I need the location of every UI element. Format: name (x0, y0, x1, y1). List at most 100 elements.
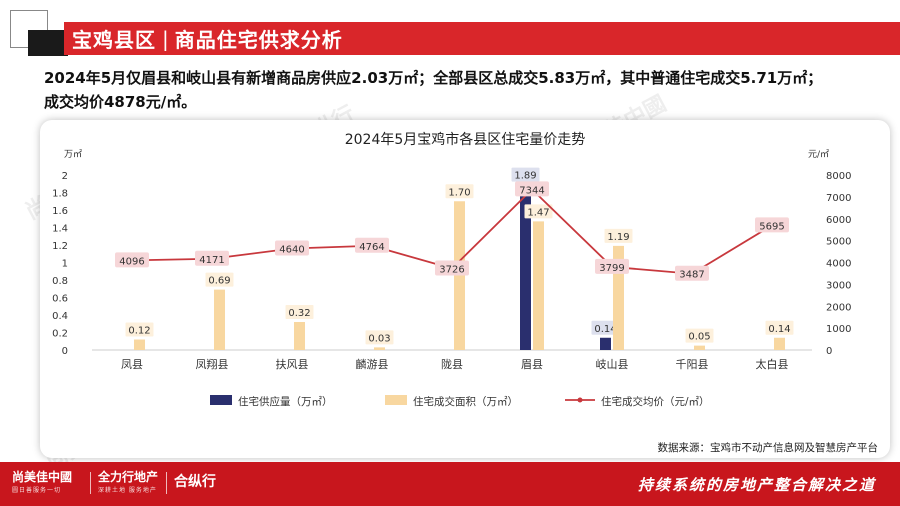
bar-deal-area-label: 0.32 (288, 308, 310, 319)
page-subtitle: 商品住宅供求分析 (174, 28, 343, 52)
y-axis-right-tick: 8000 (826, 171, 851, 182)
price-label-bg (115, 252, 149, 268)
y-axis-left-tick: 0 (62, 346, 68, 357)
data-source: 数据来源：宝鸡市不动产信息网及智慧房产平台 (657, 442, 879, 454)
legend-swatch-deal-area (385, 395, 407, 405)
price-label: 4096 (119, 256, 144, 267)
y-axis-right-tick: 5000 (826, 237, 851, 248)
y-axis-left-unit: 万㎡ (64, 149, 82, 160)
price-label: 3487 (679, 270, 704, 281)
bar-deal-area-label-bg (205, 272, 234, 287)
y-axis-right-tick: 1000 (826, 324, 851, 335)
footer-slogan: 持续系统的房地产整合解决之道 (637, 476, 876, 494)
bar-supply-label: 1.89 (514, 171, 536, 182)
price-label: 4764 (359, 242, 384, 253)
y-axis-left-tick: 1 (62, 259, 68, 270)
bar-deal-area-label: 0.69 (208, 276, 230, 287)
bar-deal-area (694, 345, 705, 350)
bar-deal-area-label-bg (285, 305, 314, 319)
price-label: 3799 (599, 263, 624, 274)
bar-deal-area-label-bg (685, 328, 714, 343)
x-axis-tick: 千阳县 (676, 358, 709, 371)
y-axis-left-tick: 0.4 (52, 311, 68, 322)
header-decor-block (28, 30, 68, 56)
y-axis-right-tick: 7000 (826, 193, 851, 204)
price-label-bg (435, 260, 469, 276)
y-axis-left-tick: 0.2 (52, 329, 68, 340)
price-label: 7344 (519, 185, 544, 196)
bar-deal-area (374, 347, 385, 350)
bar-supply (600, 337, 611, 350)
x-axis-tick: 陇县 (441, 357, 463, 371)
footer-brand-name: 全力行地产 (98, 470, 159, 484)
price-label-bg (515, 181, 549, 197)
y-axis-left-tick: 2 (62, 171, 68, 182)
bar-deal-area (214, 289, 225, 350)
bar-deal-area-label: 0.14 (768, 324, 790, 335)
y-axis-left-tick: 1.8 (52, 189, 68, 200)
price-label: 3726 (439, 264, 464, 275)
chart-title: 2024年5月宝鸡市各县区住宅量价走势 (345, 131, 586, 148)
bar-deal-area-label-bg (125, 322, 154, 337)
price-label: 5695 (759, 221, 784, 232)
legend-label-supply: 住宅供应量（万㎡） (238, 395, 333, 408)
y-axis-left-tick: 1.4 (52, 224, 68, 235)
footer-brand-hezongxing: 合纵行 (174, 475, 216, 489)
y-axis-left-tick: 1.6 (52, 206, 68, 217)
title-separator: | (162, 26, 169, 51)
bar-deal-area (134, 339, 145, 350)
summary-line-1: 2024年5月仅眉县和岐山县有新增商品房供应2.03万㎡；全部县区总成交5.83… (44, 69, 823, 87)
bar-deal-area (533, 221, 544, 350)
price-label-bg (675, 265, 709, 281)
summary-line-2: 成交均价4878元/㎡。 (44, 93, 197, 111)
price-label-bg (595, 258, 629, 274)
footer-brand-name: 尚美佳中國 (12, 470, 73, 484)
price-label-bg (275, 240, 309, 256)
footer-brand-shangmeijia: 尚美佳中國 圆日善服务一切 (12, 470, 72, 498)
footer-brand-quanlixing: 全力行地产 深耕土地 服务地产 (98, 470, 158, 498)
x-axis-tick: 麟游县 (356, 357, 389, 371)
x-axis-tick: 眉县 (521, 358, 543, 371)
x-axis-tick: 岐山县 (596, 358, 629, 371)
price-label-bg (755, 217, 789, 233)
bar-deal-area-label: 0.03 (368, 333, 390, 344)
bar-deal-area (454, 201, 465, 350)
y-axis-right-tick: 2000 (826, 302, 851, 313)
bar-deal-area-label: 0.05 (688, 332, 710, 343)
legend-swatch-avg-price-dot (577, 397, 583, 403)
legend-label-deal-area: 住宅成交面积（万㎡） (413, 395, 518, 408)
footer-brand-name: 合纵行 (174, 474, 216, 490)
y-axis-right-unit: 元/㎡ (808, 149, 829, 160)
x-axis-tick: 凤翔县 (196, 357, 229, 371)
bar-deal-area-label: 0.12 (128, 326, 150, 337)
footer-divider (90, 472, 91, 494)
bar-deal-area (613, 245, 624, 350)
bar-deal-area-label: 1.19 (607, 232, 629, 243)
bar-deal-area-label: 1.70 (448, 187, 470, 198)
y-axis-left-tick: 1.2 (52, 241, 68, 252)
x-axis-tick: 扶风县 (276, 357, 309, 371)
legend-swatch-supply (210, 395, 232, 405)
y-axis-left-tick: 0.8 (52, 276, 68, 287)
bar-deal-area (774, 337, 785, 350)
bar-deal-area (294, 322, 305, 350)
y-axis-left-tick: 0.6 (52, 294, 68, 305)
bar-deal-area-label: 1.47 (527, 207, 549, 218)
bar-deal-area-label-bg (365, 330, 394, 345)
bar-supply-label-bg (591, 320, 620, 335)
summary-text: 2024年5月仅眉县和岐山县有新增商品房供应2.03万㎡；全部县区总成交5.83… (44, 66, 894, 114)
price-label-bg (195, 250, 229, 266)
bar-supply-label-bg (511, 167, 540, 182)
bar-supply (520, 184, 531, 350)
footer-brand-tagline: 圆日善服务一切 (12, 487, 62, 494)
y-axis-right-tick: 4000 (826, 259, 851, 270)
footer-bar: 尚美佳中國 圆日善服务一切 全力行地产 深耕土地 服务地产 合纵行 持续系统的房… (0, 462, 900, 506)
footer-divider (166, 472, 167, 494)
y-axis-right-tick: 3000 (826, 280, 851, 291)
y-axis-right-tick: 0 (826, 346, 832, 357)
bar-deal-area-label-bg (524, 204, 553, 219)
bar-deal-area-label-bg (604, 228, 633, 243)
footer-brand-tagline: 深耕土地 服务地产 (98, 487, 157, 494)
bar-supply-label: 0.14 (594, 324, 616, 335)
